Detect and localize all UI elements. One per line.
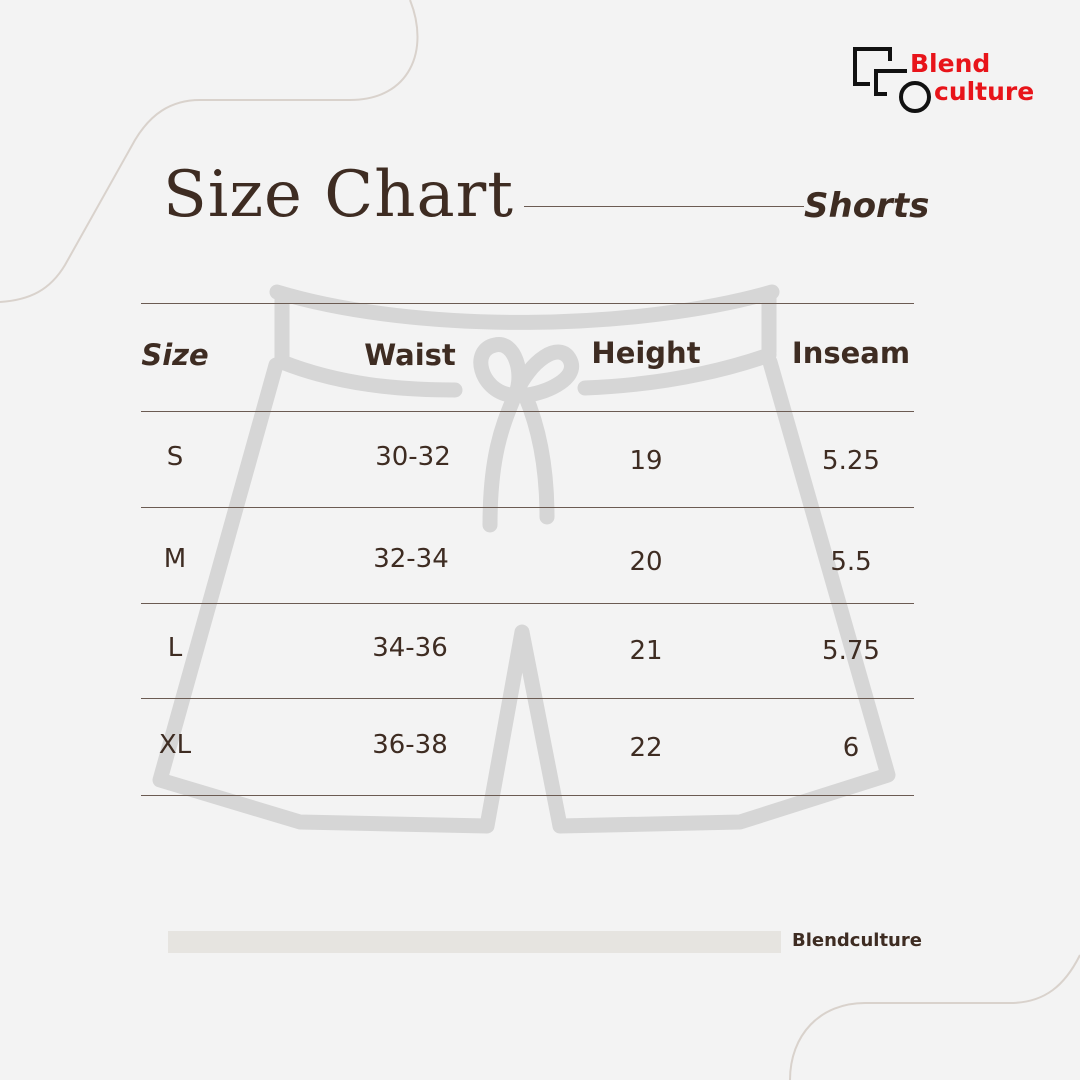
cell-size: M <box>163 544 187 574</box>
header-inseam: Inseam <box>791 336 911 370</box>
decorative-curve-top-left <box>0 0 419 303</box>
cell-size: L <box>167 633 183 663</box>
cell-height: 19 <box>629 446 663 476</box>
cell-height: 20 <box>629 547 663 577</box>
brand-logo: Blend culture <box>852 46 1042 116</box>
cell-size: S <box>166 442 184 472</box>
decorative-curve-bottom-right <box>789 954 1080 1080</box>
shorts-outline-icon <box>152 284 896 834</box>
logo-text-culture: culture <box>934 77 1035 106</box>
page-title: Size Chart <box>163 158 514 232</box>
table-divider <box>141 795 914 796</box>
footer-bar <box>168 931 781 953</box>
title-divider <box>524 206 804 207</box>
cell-waist: 34-36 <box>372 633 448 663</box>
table-divider <box>141 603 914 604</box>
header-waist: Waist <box>364 338 456 372</box>
table-divider <box>141 698 914 699</box>
cell-waist: 32-34 <box>373 544 449 574</box>
cell-inseam: 5.75 <box>822 636 880 666</box>
cell-size: XL <box>158 730 192 760</box>
cell-height: 21 <box>629 636 663 666</box>
cell-inseam: 6 <box>842 733 860 763</box>
footer-brand: Blendculture <box>792 930 922 951</box>
cell-inseam: 5.25 <box>822 446 880 476</box>
header-size: Size <box>141 338 209 372</box>
header-height: Height <box>591 336 701 370</box>
page-subtitle: Shorts <box>804 186 930 226</box>
table-divider <box>141 303 914 304</box>
table-divider <box>141 411 914 412</box>
cell-waist: 36-38 <box>372 730 448 760</box>
cell-waist: 30-32 <box>375 442 451 472</box>
cell-height: 22 <box>629 733 663 763</box>
logo-text-blend: Blend <box>910 49 991 78</box>
cell-inseam: 5.5 <box>830 547 872 577</box>
table-divider <box>141 507 914 508</box>
logo-squares-icon <box>853 47 931 113</box>
